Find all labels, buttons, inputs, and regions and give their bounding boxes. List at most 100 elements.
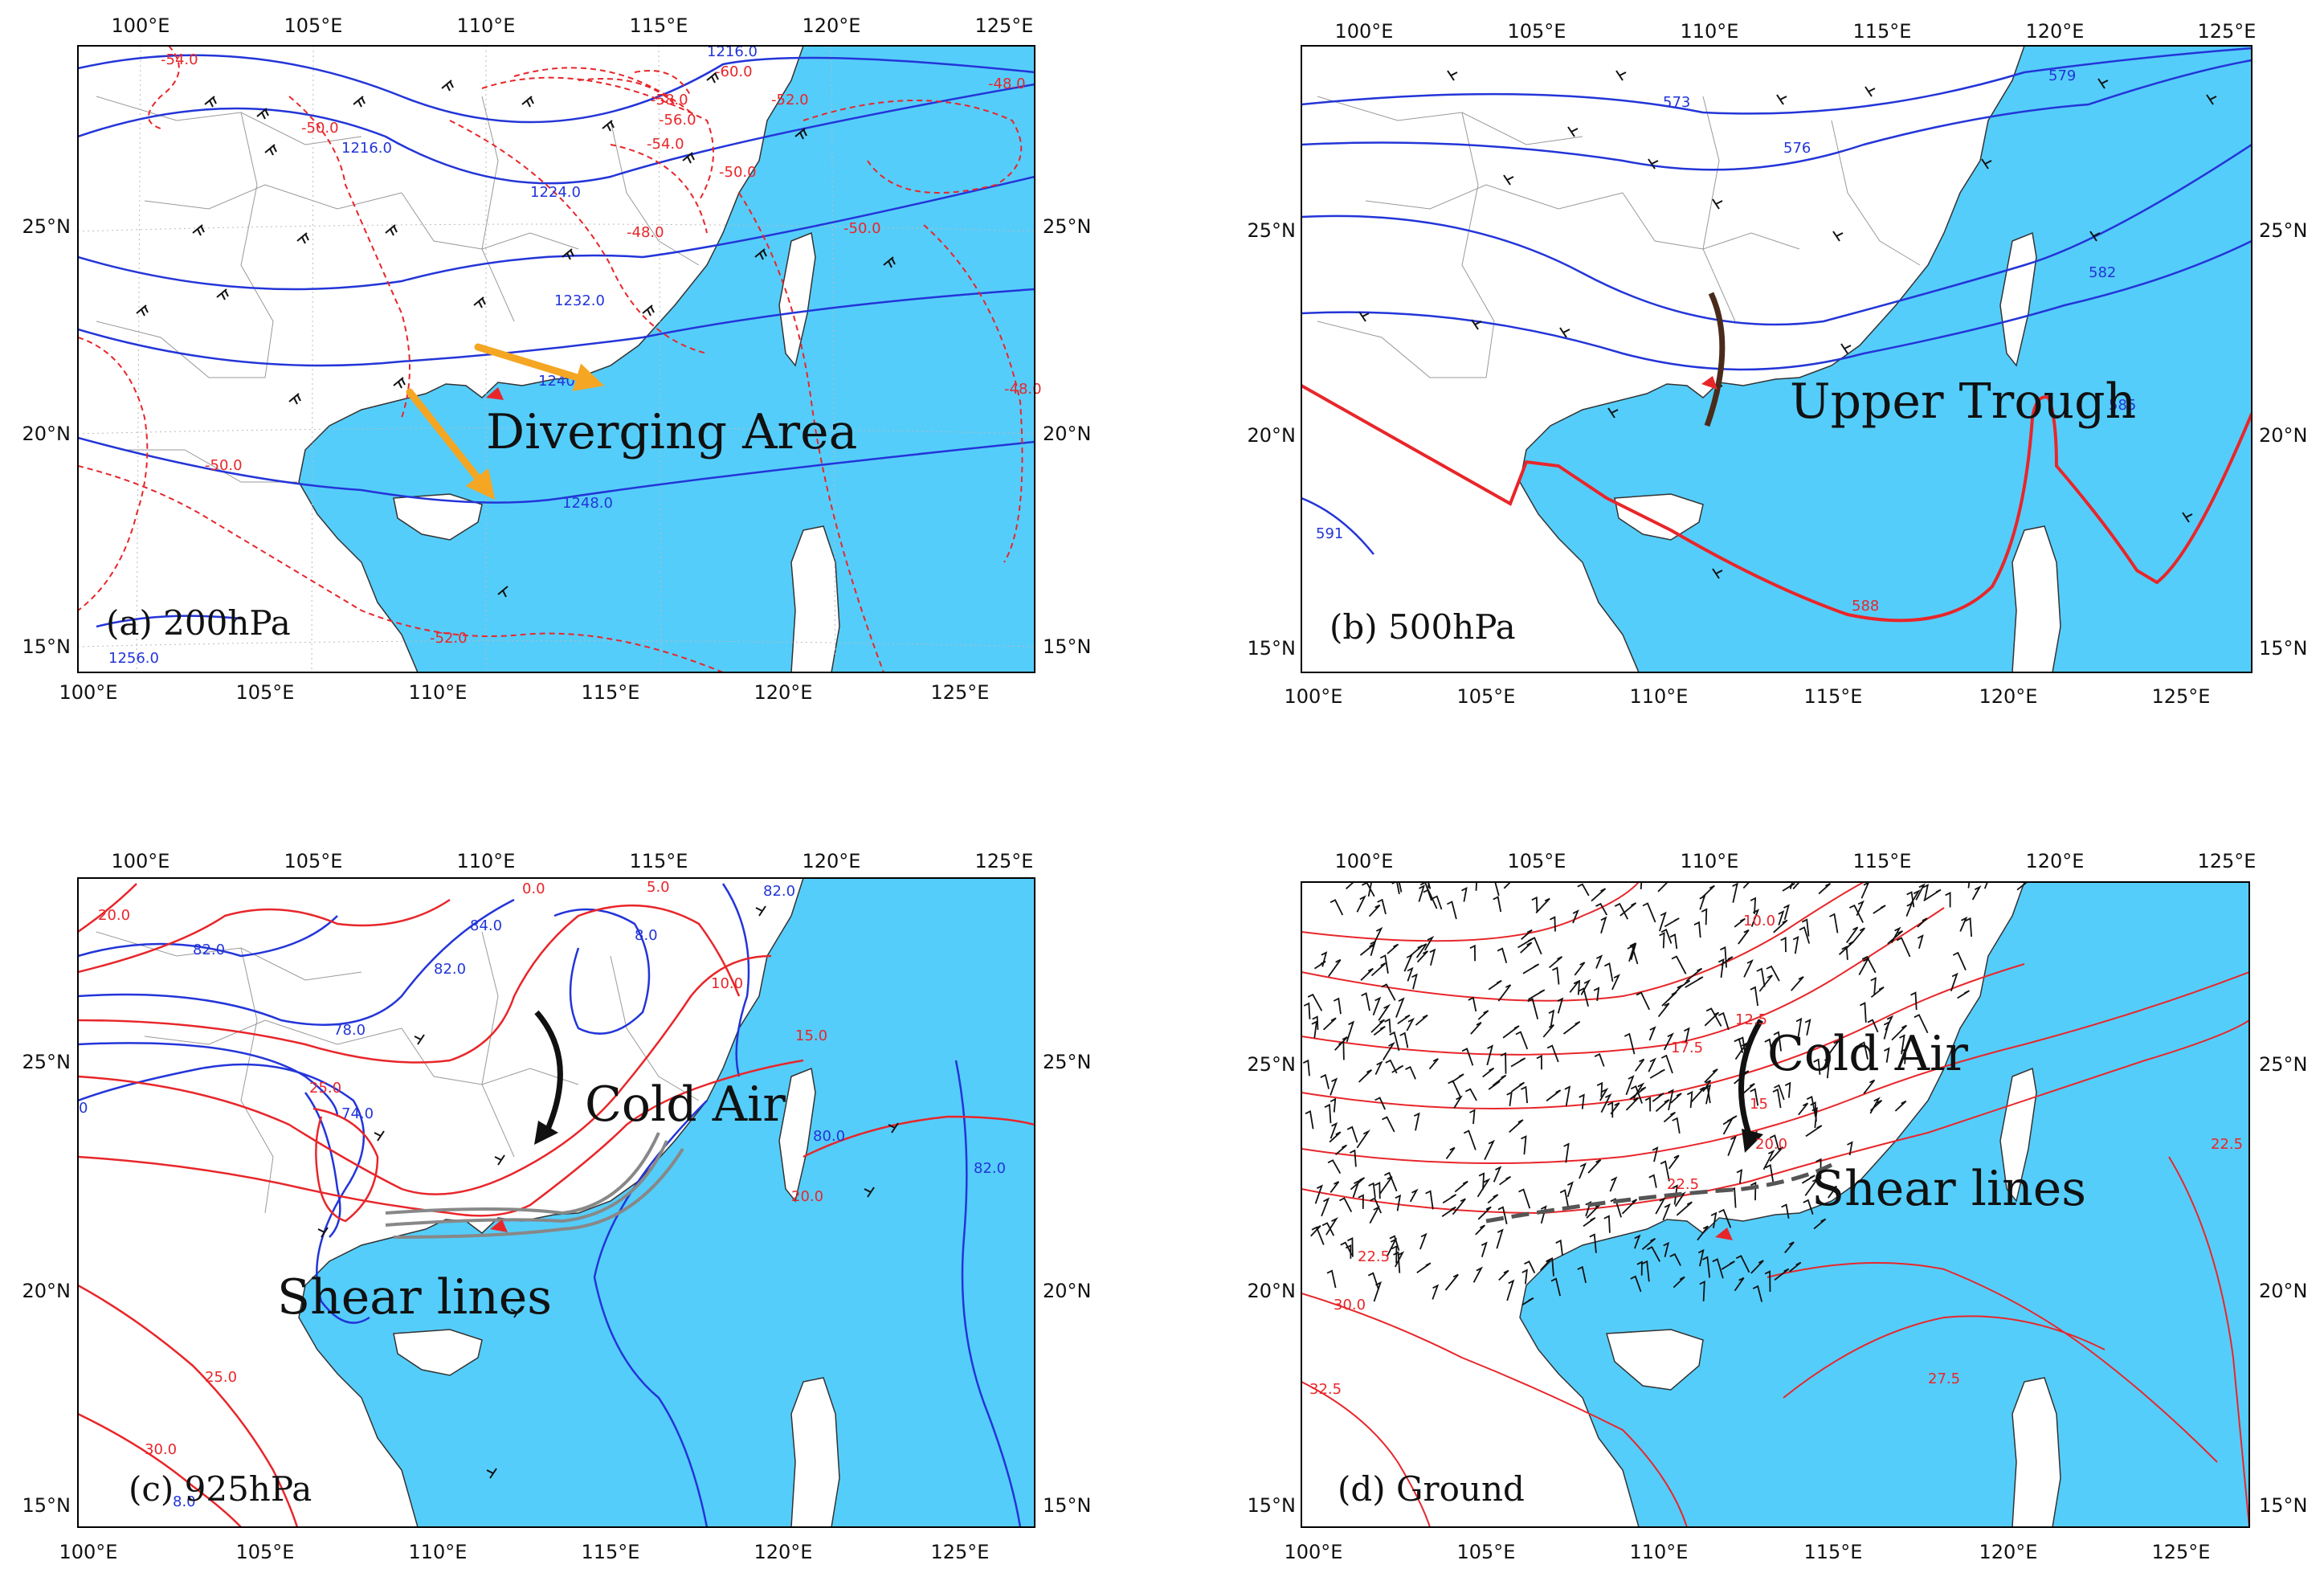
wind-barb [1372,996,1382,1016]
wind-barb [1498,1269,1509,1281]
wind-barb [1668,1154,1680,1170]
wind-barb [1550,1277,1561,1297]
wind-barb [1856,900,1865,917]
wind-barb [1585,1200,1592,1217]
wind-barb [1314,1184,1323,1204]
tick-label: 25°N [2259,219,2308,242]
wind-barb [1346,1236,1354,1257]
wind-barb [1477,1010,1489,1020]
wind-barb [1395,997,1405,1018]
gridlines [78,46,1035,672]
wind-barb [1736,1169,1743,1184]
wind-barb [1735,1255,1750,1273]
wind-barb [1652,1093,1664,1102]
wind-barb [1374,1181,1381,1199]
wind-barb [1756,967,1766,987]
annotation-cold-air: Cold Air [585,1076,786,1133]
wind-barb [1705,1084,1712,1105]
cold-air-arrow [534,1010,563,1134]
wind-barb [1863,1079,1876,1094]
wind-barb [1732,882,1738,903]
wind-barb [1697,1225,1709,1241]
wind-barb [1662,1203,1671,1221]
tick-label: 15°N [2259,637,2308,660]
lat-ticks: 15°N 20°N 25°N 15°N 20°N 25°N [22,215,1092,658]
wind-barb [1772,1088,1782,1109]
wind-barb [1945,891,1951,908]
wind-barb [1409,1188,1419,1203]
tick-label: 105°E [236,681,295,704]
contour-label: 0 [79,1100,88,1117]
wind-barb [1461,886,1468,902]
wind-barb [1628,942,1636,962]
contour-label: -50.0 [301,120,339,137]
wind-barb [1476,1178,1491,1198]
wind-barb [1750,1181,1757,1201]
tick-label: 20°N [1248,1280,1297,1302]
wind-barb [1624,1032,1636,1055]
wind-barb [1329,1077,1338,1096]
wind-barb [1322,1017,1337,1031]
wind-barb [1511,1081,1526,1093]
wind-barb [1828,1185,1838,1199]
wind-barb [1416,1262,1432,1274]
panel-b-500hpa: 573 576 579 582 585 591 588 Upper Trough… [1221,0,2324,708]
tick-label: 20°N [1043,1280,1092,1302]
wind-barb [1673,1276,1685,1289]
wind-barb [1742,1083,1755,1095]
wind-barb [1750,1260,1764,1274]
panel-label: (b) 500hPa [1329,607,1516,647]
wind-barb [1829,1040,1840,1054]
wind-barb [1950,972,1958,991]
tick-label: 20°N [1043,423,1092,445]
tick-label: 15°N [22,1494,71,1517]
map-frame [1301,881,2250,1528]
wind-barb [1415,943,1427,958]
wind-barb [1531,896,1538,913]
tick-label: 25°N [1043,1051,1092,1073]
wind-barb [1910,991,1918,1011]
tick-label: 115°E [1804,1541,1863,1563]
wind-barb [1648,1057,1656,1072]
contour-label: 20.0 [1755,1136,1787,1153]
wind-barb [1379,1175,1393,1195]
contour-label: 588 [1852,598,1879,615]
wind-barb [1815,1158,1822,1179]
wind-barb [1497,1206,1508,1224]
wind-barb [1697,1248,1705,1267]
wind-barb [1486,1044,1493,1066]
contour-label: 74.0 [341,1105,374,1122]
tick-label: 25°N [22,215,71,238]
upper-trough-line [1704,292,1726,427]
wind-barb [1320,1073,1329,1089]
wind-barb [1641,1260,1650,1282]
tick-label: 115°E [582,681,640,704]
wind-barb [1374,1060,1383,1075]
wind-barb [1303,1002,1311,1019]
wind-barb [1493,1166,1502,1183]
taiwan-island [1999,1067,2037,1203]
wind-barb [1579,1093,1585,1109]
wind-barb [1896,937,1911,958]
wind-barb [1468,996,1477,1012]
wind-barb [1522,963,1540,974]
wind-barb [1500,1052,1507,1074]
wind-barb [1685,976,1704,988]
wind-barb [1356,1130,1371,1149]
wind-barb [1324,1103,1332,1124]
tick-label: 125°E [2198,20,2257,43]
wind-barb [1630,1275,1642,1293]
contour-label: 20.0 [791,1188,823,1205]
contour-label: -50.0 [719,164,757,181]
tick-label: 125°E [2152,685,2211,708]
contour-label: -48.0 [1004,381,1042,398]
wind-barb [1718,1208,1732,1228]
wind-barb [1405,1065,1416,1080]
wind-barb [1314,960,1326,970]
wind-barb [1792,936,1799,954]
tick-label: 15°N [1043,635,1092,658]
wind-barb [1906,891,1915,908]
wind-barb [1610,1198,1622,1218]
wind-barb [1407,966,1414,982]
wind-barb [1540,1205,1547,1224]
